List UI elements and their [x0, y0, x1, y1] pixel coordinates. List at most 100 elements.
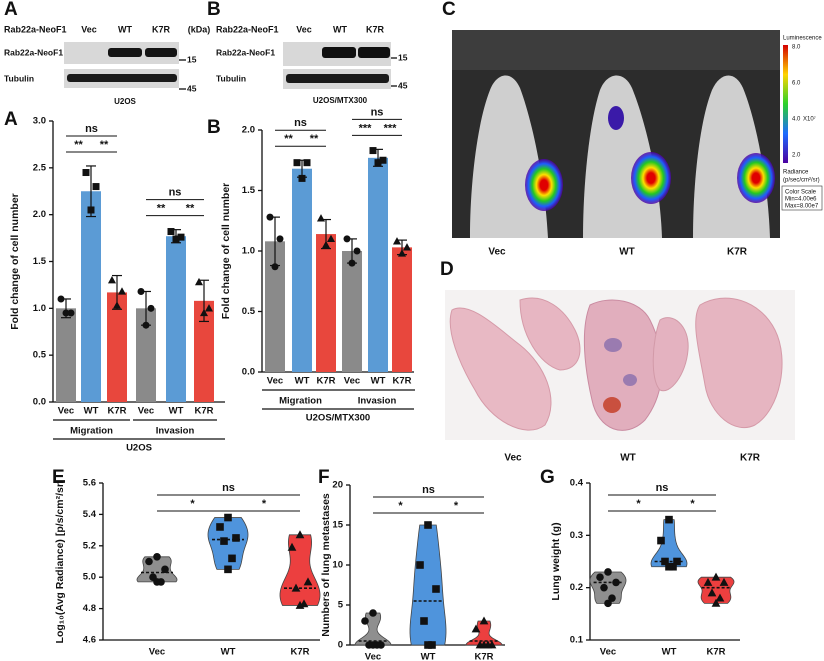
- significance-label: ***: [384, 122, 398, 134]
- bar: [81, 191, 101, 402]
- scale-box-text: Min=4.00e6: [785, 197, 817, 203]
- y-tick-label: 1.0: [242, 246, 255, 257]
- lung-tissue: [695, 297, 783, 429]
- data-point: [172, 235, 180, 243]
- data-point: [353, 247, 361, 255]
- x-tick-label: K7R: [290, 647, 309, 658]
- data-point: [326, 234, 336, 243]
- y-tick-label: 5: [338, 600, 344, 611]
- data-point: [321, 240, 331, 249]
- photo-background: [452, 30, 780, 70]
- data-point: [397, 249, 407, 257]
- size-label: 45: [398, 80, 408, 90]
- data-point: [232, 534, 240, 542]
- data-point: [369, 609, 377, 617]
- panel-label: B: [207, 117, 221, 138]
- significance-label: *: [190, 498, 195, 510]
- data-point: [67, 309, 75, 317]
- cell-label: U2OS/MTX300: [313, 96, 368, 105]
- y-tick-label: 0.0: [33, 397, 46, 408]
- data-point: [153, 552, 161, 561]
- x-tick-label: WT: [662, 647, 677, 658]
- y-tick-label: 5.6: [83, 478, 96, 489]
- x-tick-label: Vec: [600, 647, 616, 658]
- data-point: [177, 233, 185, 241]
- data-point: [416, 561, 424, 569]
- data-point: [348, 259, 356, 267]
- y-tick-label: 10: [332, 560, 343, 571]
- data-point: [715, 593, 725, 602]
- data-point: [224, 565, 232, 574]
- scale-title: Luminescence: [783, 36, 822, 42]
- violin: [279, 534, 321, 606]
- bar: [292, 168, 312, 372]
- data-point: [343, 235, 351, 243]
- data-point: [612, 578, 620, 587]
- row-label: Rab22a-NeoF1: [216, 47, 275, 57]
- data-point: [199, 308, 209, 317]
- data-point: [228, 554, 236, 563]
- y-tick-label: 0.2: [570, 582, 583, 593]
- data-point: [665, 515, 673, 524]
- data-point: [291, 583, 301, 592]
- panel-label: A: [4, 109, 18, 130]
- data-point: [287, 542, 297, 551]
- data-point: [703, 577, 713, 586]
- scale-tick: 2.0: [792, 153, 801, 159]
- lane-label: WT: [118, 24, 132, 34]
- blot-band: [286, 74, 389, 83]
- signal: [608, 106, 624, 130]
- significance-label: *: [454, 500, 459, 512]
- data-point: [87, 206, 95, 214]
- image-label: K7R: [727, 247, 748, 258]
- scale-quantity: Radiance: [783, 170, 809, 176]
- significance-label: *: [690, 498, 695, 510]
- panel-label: C: [442, 0, 456, 20]
- y-tick-label: 0.3: [570, 530, 583, 541]
- data-point: [82, 169, 90, 177]
- y-tick-label: 4.8: [83, 603, 96, 614]
- y-tick-label: 15: [332, 520, 343, 531]
- data-point: [147, 304, 155, 312]
- bar: [368, 157, 388, 372]
- significance-label: *: [636, 498, 641, 510]
- hemorrhage: [603, 397, 621, 413]
- y-tick-label: 0.5: [242, 306, 256, 317]
- metastasis: [623, 374, 637, 386]
- data-point: [608, 594, 616, 602]
- bar: [342, 251, 362, 372]
- x-tick-label: WT: [169, 406, 184, 417]
- x-tick-label: K7R: [706, 647, 725, 658]
- lung-tissue: [652, 317, 689, 392]
- data-point: [295, 530, 305, 539]
- scale-tick: 8.0: [792, 45, 801, 51]
- bar: [107, 292, 127, 402]
- data-point: [661, 557, 669, 566]
- panel-label: A: [4, 0, 18, 20]
- signal: [631, 152, 671, 204]
- violin: [465, 620, 503, 646]
- bar: [56, 308, 76, 402]
- y-tick-label: 2.0: [242, 125, 255, 136]
- bar: [194, 300, 214, 402]
- scale-multiplier: X10⁷: [803, 116, 816, 123]
- x-tick-label: Vec: [365, 652, 381, 661]
- x-axis-label: U2OS/MTX300: [306, 413, 370, 424]
- data-point: [673, 557, 681, 566]
- x-tick-label: Vec: [267, 376, 283, 387]
- scale-box-text: Max=8.00e7: [785, 204, 819, 210]
- y-tick-label: 1.5: [33, 256, 47, 267]
- data-point: [428, 641, 436, 649]
- data-point: [216, 523, 224, 531]
- data-point: [194, 277, 204, 286]
- y-tick-label: 4.6: [83, 635, 96, 646]
- data-point: [596, 573, 604, 581]
- panel-label: B: [207, 0, 221, 20]
- unit-label: (kDa): [188, 24, 211, 34]
- data-point: [392, 237, 402, 245]
- data-point: [266, 213, 274, 221]
- metastasis: [604, 338, 622, 352]
- y-axis-label: Numbers of lung metastases: [320, 493, 332, 637]
- data-point: [62, 309, 70, 317]
- data-point: [707, 588, 717, 597]
